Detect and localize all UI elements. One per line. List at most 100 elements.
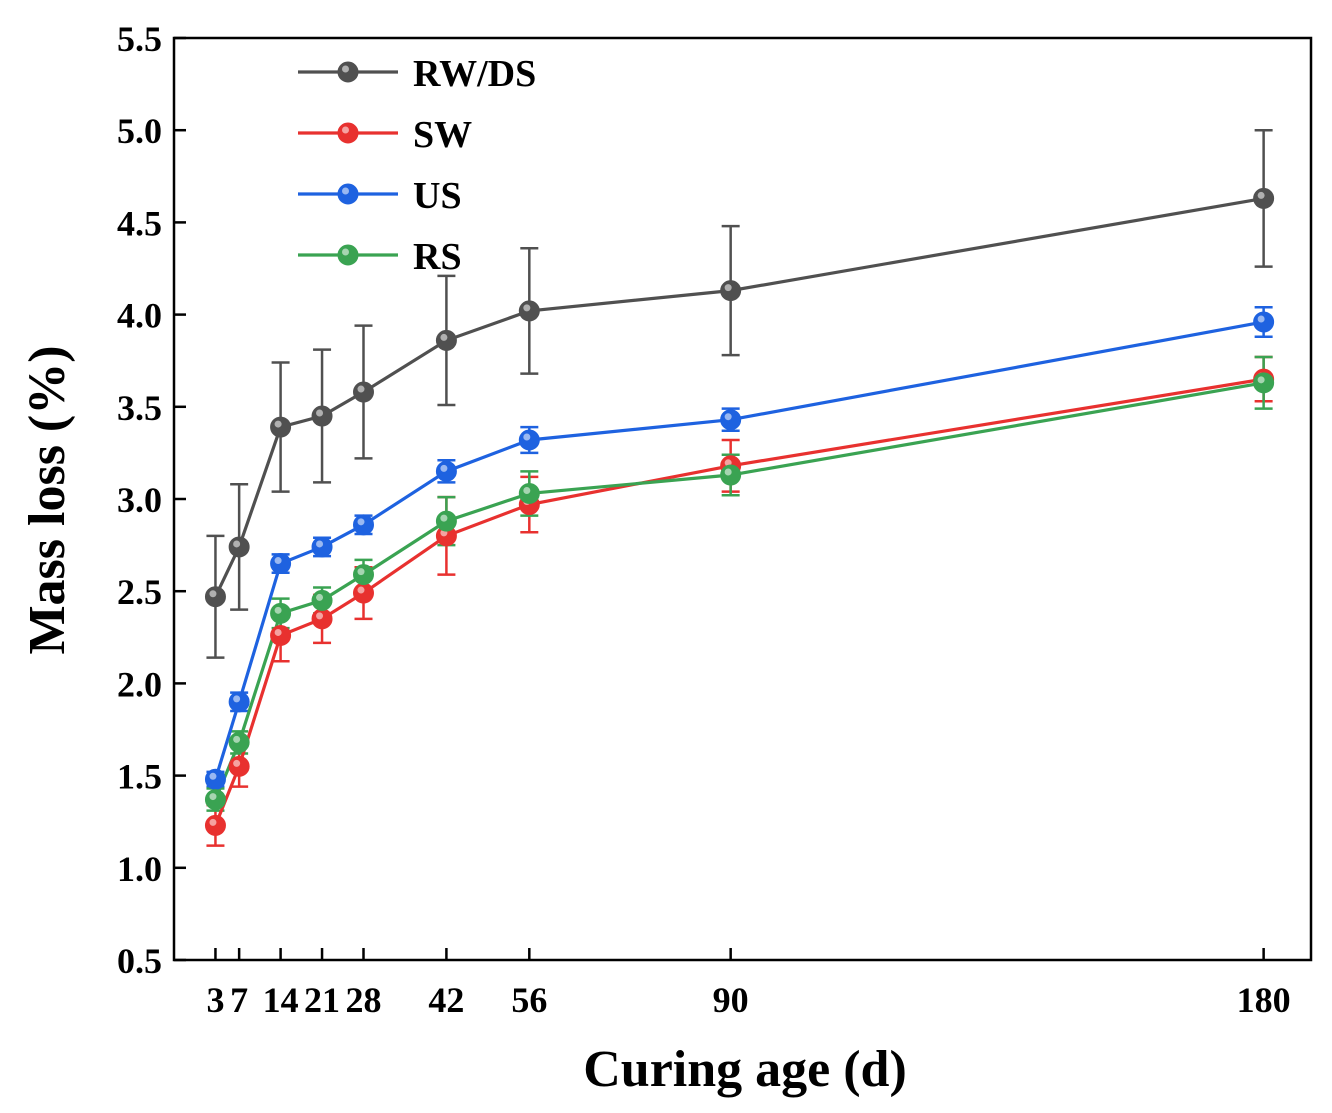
legend-label: US [413,175,462,217]
data-point-highlight [357,518,365,526]
data-point-highlight [1257,376,1265,384]
data-point [720,280,742,302]
x-tick-label: 21 [304,980,340,1020]
y-tick-label: 5.0 [117,111,162,151]
data-point [270,602,292,624]
data-point [204,768,226,790]
y-tick-label: 4.0 [117,296,162,336]
data-point [353,582,374,604]
data-point-highlight [523,304,531,312]
series-line-sw [213,377,1264,826]
legend-marker-highlight [342,248,349,256]
data-point [204,814,226,836]
data-point-highlight [440,464,448,472]
data-point [1253,372,1275,394]
x-tick-label: 180 [1237,980,1291,1020]
data-point [435,460,457,482]
x-tick-label: 42 [428,980,464,1020]
legend-label: RW/DS [413,53,536,95]
data-point-highlight [209,590,217,598]
x-tick-label: 14 [263,980,299,1020]
data-point [435,329,457,351]
legend-marker [337,61,359,83]
data-point-highlight [357,568,365,576]
legend-marker-highlight [342,65,349,73]
data-point [353,381,374,403]
data-point-highlight [440,333,448,341]
data-point [228,731,250,753]
data-point [435,510,457,532]
data-point-highlight [316,593,324,601]
data-point [311,405,333,427]
data-point [311,589,333,611]
data-point-highlight [274,606,282,614]
y-tick-label: 3.0 [117,480,162,520]
data-point-highlight [357,385,365,393]
data-point-highlight [1257,315,1265,323]
data-point-highlight [1257,191,1265,199]
data-point-highlight [209,818,217,826]
data-point-highlight [233,759,241,767]
legend-marker [337,122,359,144]
data-point-highlight [724,284,732,292]
data-point-highlight [440,514,448,522]
data-point [518,300,540,322]
legend-marker-highlight [342,126,349,134]
y-axis-title: Mass loss (%) [19,345,76,654]
plot-frame [172,36,1313,962]
data-point [204,789,226,811]
data-point-highlight [274,420,282,428]
data-point-highlight [724,413,732,421]
data-point-highlight [233,695,241,703]
legend-label: RS [413,236,462,278]
y-tick-label: 3.5 [117,388,162,428]
data-point [353,514,374,536]
legend-marker-highlight [342,187,349,195]
data-point [228,536,250,558]
data-point [270,624,292,646]
data-point [720,409,742,431]
data-point-highlight [209,793,217,801]
legend-label: SW [413,114,472,156]
data-point-highlight [724,468,732,476]
data-point [204,586,226,608]
data-point [518,482,540,504]
x-axis-title: Curing age (d) [583,1041,907,1098]
data-point-highlight [316,612,324,620]
data-point [720,464,742,486]
y-tick-label: 2.5 [117,572,162,612]
data-point [311,536,333,558]
data-point [311,608,333,630]
data-point [1253,311,1275,333]
data-point-highlight [274,628,282,636]
data-point [1253,187,1275,209]
data-point-highlight [233,540,241,548]
y-tick-label: 2.0 [117,664,162,704]
data-point [228,691,250,713]
data-point-highlight [316,409,324,417]
y-tick-label: 1.5 [117,757,162,797]
data-point-highlight [274,557,282,565]
y-tick-label: 4.5 [117,203,162,243]
data-point-highlight [233,735,241,743]
data-point [518,429,540,451]
series-line-rw-ds [214,196,1264,598]
x-tick-label: 56 [511,980,547,1020]
data-point [353,564,374,586]
data-point-highlight [316,540,324,548]
y-tick-label: 5.5 [117,19,162,59]
y-tick-label: 0.5 [117,941,162,981]
legend-marker [337,244,359,266]
data-point-highlight [523,486,531,494]
data-point [270,416,292,438]
legend-marker [337,183,359,205]
y-tick-label: 1.0 [117,849,162,889]
data-point-highlight [523,433,531,441]
data-point-highlight [357,586,365,594]
data-point-highlight [209,772,217,780]
x-tick-label: 7 [230,980,248,1020]
data-point [228,755,250,777]
data-point [270,553,292,575]
x-tick-label: 28 [346,980,382,1020]
